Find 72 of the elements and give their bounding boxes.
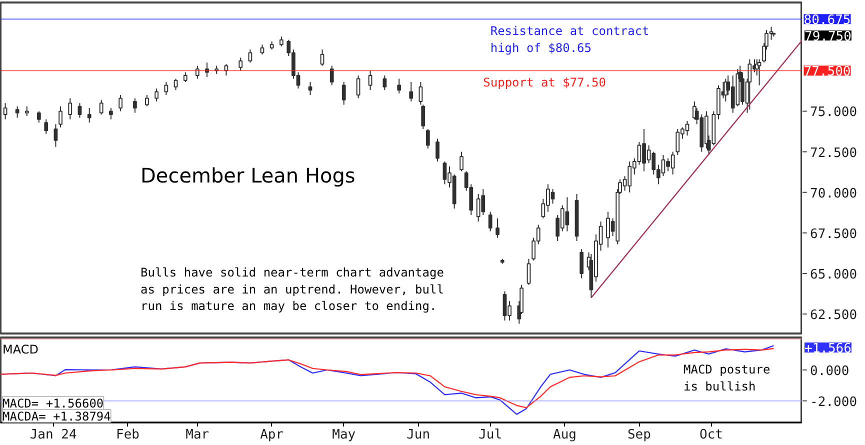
candlestick xyxy=(421,104,426,130)
candlestick xyxy=(409,82,414,102)
candlestick xyxy=(436,138,440,162)
candlestick xyxy=(308,82,312,96)
x-tick-label: Aug xyxy=(553,428,577,442)
y-tick-label: 70.000 xyxy=(810,186,858,202)
candlestick xyxy=(580,248,584,279)
candlestick xyxy=(195,65,200,80)
candlestick xyxy=(54,124,58,148)
y-tick-label: -2.000 xyxy=(810,394,858,410)
text: MACD xyxy=(2,342,38,356)
text: 79.750 xyxy=(804,30,852,44)
candlestick xyxy=(15,106,20,118)
text: +1.566 xyxy=(804,342,852,356)
candlestick xyxy=(418,82,423,106)
candlestick xyxy=(174,78,178,91)
candlestick xyxy=(36,110,41,124)
candlestick xyxy=(109,107,113,120)
candlestick xyxy=(488,211,492,232)
annotation: Bulls have solid near-term chart advantage as prices are in an uptrend. However, bull run is mature an may be closer to ending. xyxy=(140,266,444,314)
y-tick-label: 72.500 xyxy=(810,146,858,161)
y-tick-label: 65.000 xyxy=(810,267,858,282)
candlestick xyxy=(238,57,243,72)
candlestick xyxy=(496,218,500,238)
x-tick-label: May xyxy=(332,428,356,442)
candlestick xyxy=(757,58,762,86)
candlestick xyxy=(382,75,387,91)
x-tick-label: Oct xyxy=(700,428,723,442)
annotation: MACDA= +1.38794 xyxy=(2,410,111,424)
x-tick-label: Apr xyxy=(260,428,284,442)
candlestick xyxy=(342,82,346,106)
candlestick xyxy=(3,102,8,120)
candlestick xyxy=(164,82,168,96)
candlestick xyxy=(78,102,82,118)
candlestick xyxy=(460,151,464,172)
y-tick-label: 0.000 xyxy=(810,364,850,379)
candlestick xyxy=(260,44,264,55)
candlestick xyxy=(118,94,122,112)
x-tick-label: Jun xyxy=(406,428,430,442)
x-tick-label: Feb xyxy=(116,428,140,442)
candlestick xyxy=(68,98,72,120)
candlestick xyxy=(24,106,29,117)
candlestick xyxy=(368,70,372,91)
candlestick xyxy=(330,65,334,86)
candlestick xyxy=(44,118,48,134)
x-tick-label: Jul xyxy=(478,428,502,442)
annotation: Resistance at contract high of $80.65 xyxy=(490,24,650,55)
candlestick xyxy=(280,36,284,47)
x-tick-label: Mar xyxy=(186,428,210,442)
candlestick xyxy=(356,75,360,99)
candlestick xyxy=(320,49,324,66)
candlestick xyxy=(58,106,62,128)
y-tick-label: 67.500 xyxy=(810,226,858,242)
y-tick-label: 62.500 xyxy=(810,308,858,324)
candlestick xyxy=(99,99,104,115)
candlestick xyxy=(397,78,402,94)
annotation: Support at $77.50 xyxy=(483,76,606,90)
candlestick xyxy=(248,49,252,64)
candlestick xyxy=(145,94,149,107)
annotation: MACD posture is bullish xyxy=(684,362,770,394)
candlestick xyxy=(748,58,752,110)
candlestick xyxy=(87,107,92,124)
annotation: MACD= +1.56600 xyxy=(2,396,104,410)
candlestick xyxy=(133,98,137,114)
x-tick-label: Sep xyxy=(627,428,652,442)
x-tick-label: Jan 24 xyxy=(30,428,77,442)
candlestick xyxy=(426,128,430,150)
text: December Lean Hogs xyxy=(140,164,356,188)
y-tick-label: 75.000 xyxy=(810,105,858,120)
candlestick xyxy=(526,258,531,286)
candlestick xyxy=(183,72,188,83)
candlestick xyxy=(154,88,159,102)
